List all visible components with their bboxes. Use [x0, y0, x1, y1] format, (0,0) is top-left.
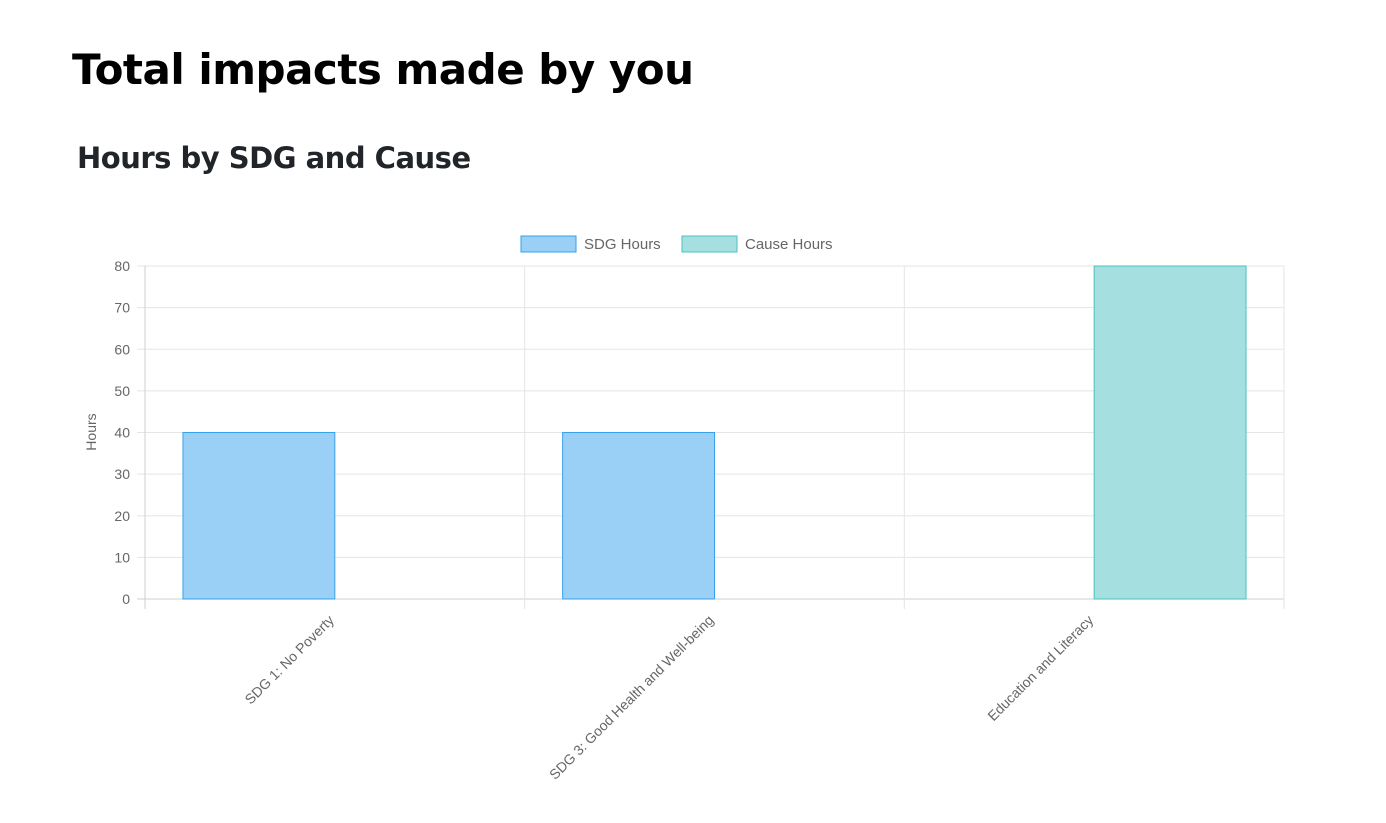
legend-label-cause-hours[interactable]: Cause Hours	[745, 236, 833, 253]
y-tick-label: 50	[114, 383, 130, 399]
chart-bars	[182, 265, 1247, 600]
bar-sdg-hours-2	[562, 432, 716, 600]
legend-label-sdg-hours[interactable]: SDG Hours	[584, 236, 661, 253]
x-tick-label: SDG 1: No Poverty	[241, 612, 336, 707]
y-tick-label: 0	[122, 591, 130, 607]
bar-cause-hours-3	[1093, 265, 1247, 600]
chart-legend: SDG Hours Cause Hours	[520, 235, 833, 253]
x-tick-label: Education and Literacy	[984, 612, 1096, 724]
bar-sdg-hours-1	[182, 432, 336, 600]
page-title: Total impacts made by you	[72, 45, 694, 94]
x-tick-label: SDG 3: Good Health and Well-being	[546, 612, 717, 783]
chart-title: Hours by SDG and Cause	[77, 141, 471, 175]
y-tick-label: 60	[114, 341, 130, 357]
y-tick-label: 70	[114, 300, 130, 316]
legend-swatch-sdg-hours[interactable]	[520, 235, 577, 253]
y-tick-label: 10	[114, 549, 130, 565]
y-tick-label: 20	[114, 508, 130, 524]
y-tick-label: 30	[114, 466, 130, 482]
y-tick-label: 40	[114, 425, 130, 441]
y-axis-title: Hours	[83, 413, 99, 450]
legend-swatch-cause-hours[interactable]	[681, 235, 738, 253]
y-tick-label: 80	[114, 258, 130, 274]
